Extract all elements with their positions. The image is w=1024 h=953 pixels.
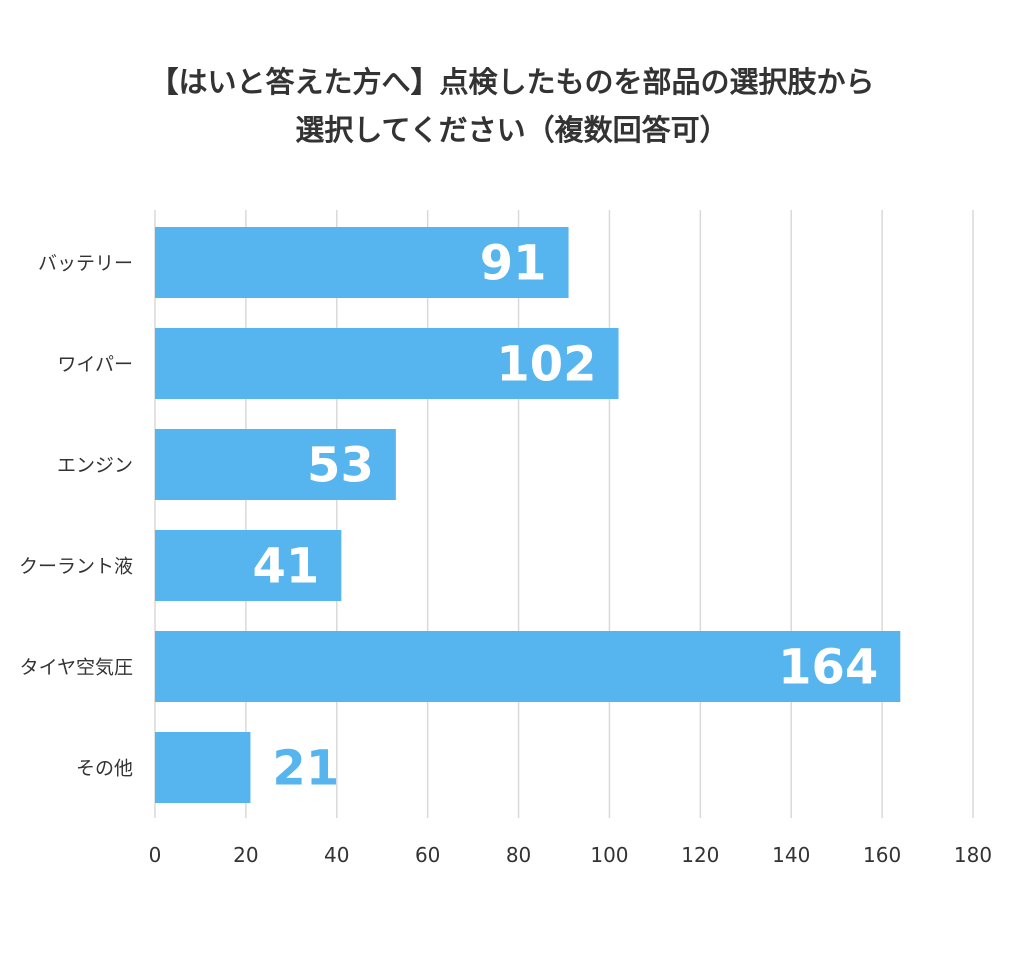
- x-tick-label: 140: [772, 843, 810, 867]
- x-tick-label: 120: [681, 843, 719, 867]
- bar-3: [155, 530, 342, 601]
- x-tick-label: 0: [149, 843, 162, 867]
- value-labels: 91 102 53 41 164 21: [253, 236, 879, 797]
- category-label: タイヤ空気圧: [20, 657, 133, 679]
- x-tick-label: 80: [506, 843, 531, 867]
- category-label: バッテリー: [38, 253, 133, 275]
- x-axis-ticks: 0 20 40 60 80 100 120 140 160 180: [149, 843, 992, 867]
- x-tick-label: 180: [954, 843, 992, 867]
- bar-4: [155, 631, 901, 702]
- bar-2: [155, 429, 396, 500]
- bar-0: [155, 227, 569, 298]
- value-label: 102: [496, 337, 596, 393]
- category-label: ワイパー: [57, 354, 133, 376]
- bar-1: [155, 328, 619, 399]
- category-label: エンジン: [57, 455, 133, 477]
- gridlines: [154, 210, 974, 818]
- bars: [155, 227, 901, 803]
- chart-title-line-1: 【はいと答えた方へ】点検したものを部品の選択肢から: [149, 65, 875, 99]
- x-tick-label: 100: [590, 843, 628, 867]
- bar-5: [155, 732, 251, 803]
- chart-title: 【はいと答えた方へ】点検したものを部品の選択肢から 選択してください（複数回答可…: [0, 58, 1024, 154]
- value-label: 21: [272, 741, 339, 797]
- x-tick-label: 160: [863, 843, 901, 867]
- x-tick-label: 40: [324, 843, 349, 867]
- value-label: 164: [778, 640, 878, 696]
- x-tick-label: 20: [233, 843, 258, 867]
- value-label: 41: [253, 539, 320, 595]
- value-label: 91: [480, 236, 547, 292]
- chart-title-line-2: 選択してください（複数回答可）: [295, 113, 729, 147]
- category-label: その他: [76, 758, 133, 780]
- x-tick-label: 60: [415, 843, 440, 867]
- category-label: クーラント液: [19, 556, 133, 578]
- value-label: 53: [307, 438, 374, 494]
